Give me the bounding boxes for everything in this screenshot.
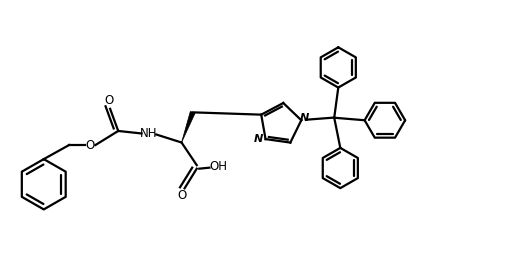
- Text: NH: NH: [140, 127, 157, 140]
- Text: O: O: [105, 94, 114, 107]
- Polygon shape: [181, 111, 195, 143]
- Text: O: O: [177, 189, 186, 202]
- Text: O: O: [86, 138, 95, 152]
- Text: N: N: [253, 134, 263, 144]
- Text: N: N: [300, 113, 309, 123]
- Text: OH: OH: [209, 160, 227, 173]
